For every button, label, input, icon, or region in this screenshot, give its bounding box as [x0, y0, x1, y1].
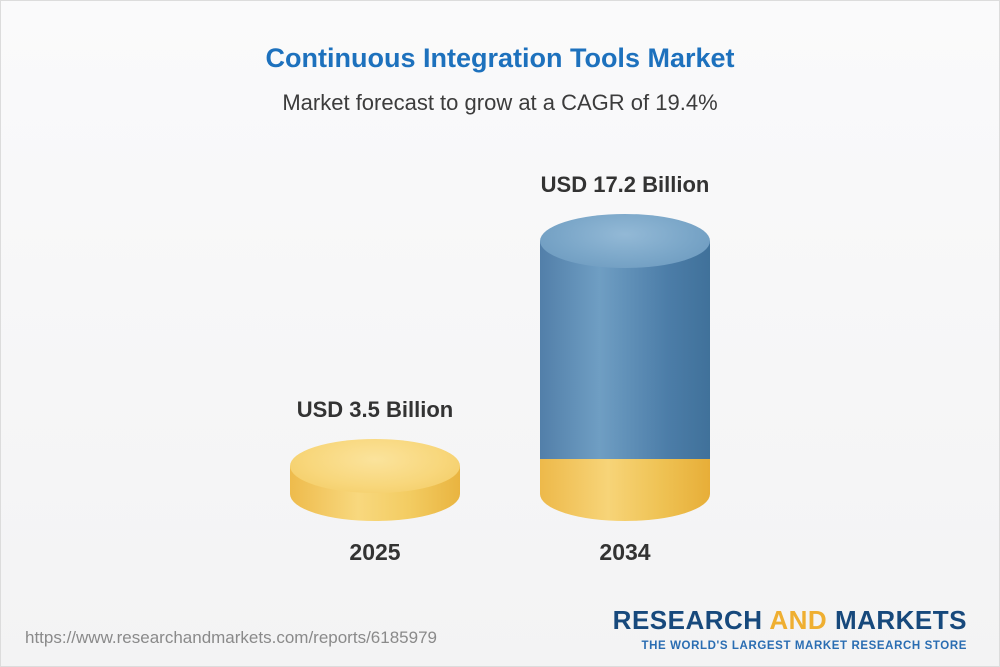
page-title: Continuous Integration Tools Market [265, 43, 735, 73]
bar-group-2034: USD 17.2 Billion 2034 [540, 172, 710, 566]
bar-2025-cylinder [290, 439, 460, 521]
logo-word-research: RESEARCH [612, 605, 763, 635]
bar-2025-category-label: 2025 [349, 539, 401, 565]
brand-logo: RESEARCH AND MARKETS THE WORLD'S LARGEST… [613, 605, 967, 652]
bar-group-2025: USD 3.5 Billion 2025 [290, 397, 460, 566]
page-subtitle: Market forecast to grow at a CAGR of 19.… [282, 90, 718, 115]
source-url[interactable]: https://www.researchandmarkets.com/repor… [25, 628, 437, 647]
logo-word-markets: MARKETS [834, 605, 967, 635]
bar-2034-base-segment [540, 459, 710, 521]
logo-word-and: AND [769, 605, 828, 635]
bar-chart: USD 3.5 Billion 2025 USD 17.2 Billion 20… [1, 166, 999, 566]
bar-2034-body [540, 241, 710, 459]
bar-2034-cylinder [540, 214, 710, 521]
bar-2034-category-label: 2034 [599, 539, 651, 565]
bar-2034-top-ellipse [540, 214, 710, 268]
brand-tagline: THE WORLD'S LARGEST MARKET RESEARCH STOR… [641, 640, 967, 652]
bar-2025-value-label: USD 3.5 Billion [296, 397, 454, 422]
bar-2025-top-ellipse [290, 439, 460, 493]
brand-logo-wordmark: RESEARCH AND MARKETS [613, 605, 967, 636]
bar-2034-value-label: USD 17.2 Billion [540, 172, 710, 197]
